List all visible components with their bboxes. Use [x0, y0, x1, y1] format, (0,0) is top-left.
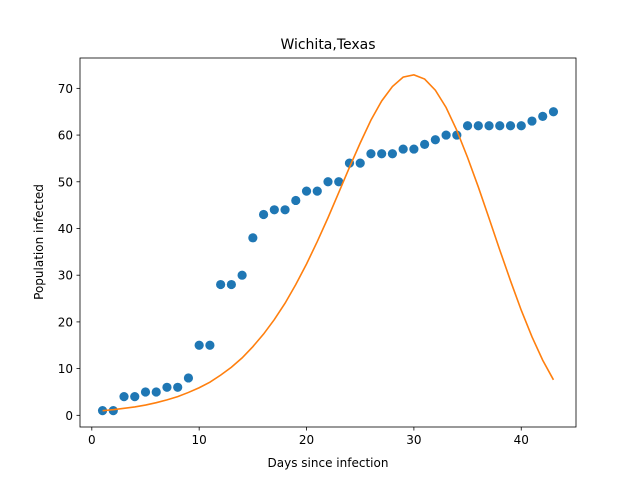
data-point	[237, 270, 247, 280]
axes-frame	[79, 57, 577, 428]
data-point	[387, 149, 398, 159]
data-point	[130, 392, 140, 402]
y-tick-label: 50	[58, 175, 73, 189]
data-point	[301, 186, 312, 196]
x-tick-label: 40	[514, 433, 529, 447]
data-point	[495, 121, 505, 131]
data-point	[462, 121, 473, 131]
y-tick-label: 60	[58, 129, 73, 143]
data-point	[173, 382, 183, 392]
data-point	[398, 144, 408, 154]
data-point	[323, 177, 333, 187]
data-point	[269, 205, 279, 215]
data-point	[248, 233, 258, 243]
data-point	[291, 195, 301, 206]
data-point	[377, 149, 387, 159]
data-point	[334, 177, 344, 187]
data-point	[108, 406, 118, 416]
data-point	[312, 186, 322, 196]
data-point	[162, 382, 172, 392]
axes: 0 10 20 30 40 0 10 20 30 40 50 60 70	[58, 57, 577, 447]
data-point	[420, 139, 430, 150]
chart-title: Wichita,Texas	[280, 37, 375, 53]
data-point	[473, 121, 483, 131]
data-point	[538, 111, 548, 121]
data-point	[430, 135, 440, 145]
data-point	[366, 149, 376, 159]
data-point	[516, 121, 526, 131]
data-point	[355, 158, 365, 168]
y-tick-label: 40	[58, 222, 73, 236]
data-point	[505, 121, 516, 131]
data-point	[527, 116, 537, 126]
data-point	[194, 340, 204, 350]
y-tick-label: 10	[58, 362, 73, 376]
data-point	[409, 144, 419, 154]
y-axis-label: Population infected	[32, 184, 46, 300]
data-point	[151, 387, 161, 397]
y-tick-label: 20	[58, 315, 73, 329]
data-point	[258, 209, 269, 220]
x-tick-label: 20	[299, 433, 314, 447]
y-tick-label: 0	[65, 409, 73, 423]
data-point	[119, 392, 129, 402]
y-tick-label: 30	[58, 269, 73, 283]
data-point	[140, 387, 151, 397]
data-point	[441, 130, 451, 140]
x-tick-label: 0	[88, 433, 96, 447]
data-point	[183, 373, 194, 383]
x-axis-label: Days since infection	[268, 456, 389, 470]
data-point	[216, 279, 226, 290]
data-point	[205, 340, 215, 350]
fitted-curve-line	[102, 73, 555, 412]
data-point	[548, 107, 559, 117]
plot-area	[97, 73, 559, 416]
x-tick-label: 10	[192, 433, 207, 447]
x-tick-label: 30	[406, 433, 421, 447]
data-point	[226, 279, 236, 290]
y-tick-label: 70	[58, 82, 73, 96]
data-point	[484, 121, 494, 131]
data-point	[280, 205, 290, 215]
